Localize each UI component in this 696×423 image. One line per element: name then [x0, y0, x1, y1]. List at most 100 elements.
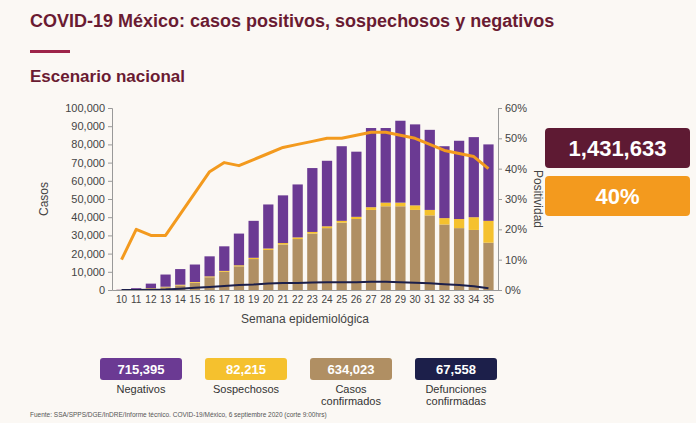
y-tick: 0 — [99, 284, 112, 296]
y-tick: 50,000 — [71, 193, 112, 205]
tick-label: 80,000 — [71, 138, 105, 150]
bar — [337, 221, 347, 223]
tick-label: 10 — [116, 294, 128, 305]
tick-mark — [108, 181, 112, 182]
tick-label: 20,000 — [71, 248, 105, 260]
tick-label: 31 — [424, 294, 436, 305]
bar — [175, 269, 185, 285]
legend-item: 67,558Defuncionesconfirmadas — [415, 358, 497, 407]
tick-mark — [498, 169, 502, 170]
bar — [278, 195, 288, 243]
bar — [483, 221, 493, 243]
legend-total: 634,023 — [328, 362, 375, 377]
legend-item: 715,395Negativos — [100, 358, 182, 395]
bar — [410, 205, 420, 210]
axis-line — [113, 290, 499, 291]
bar-series — [116, 121, 493, 290]
bar — [190, 265, 200, 282]
tick-mark — [108, 144, 112, 145]
y2-tick: 10% — [498, 254, 527, 266]
summary-label: 40% — [595, 184, 639, 209]
title: COVID-19 México: casos positivos, sospec… — [30, 11, 554, 31]
x-tick: 19 — [248, 294, 260, 305]
tick-label: 90,000 — [71, 120, 105, 132]
x-tick: 31 — [424, 294, 436, 305]
tick-label: 13 — [160, 294, 172, 305]
bar — [234, 266, 244, 290]
y-tick: 10,000 — [71, 266, 112, 278]
tick-label: 16 — [204, 294, 216, 305]
legend-box — [100, 358, 182, 380]
bar — [425, 215, 435, 290]
bar — [439, 218, 449, 224]
tick-label: 20% — [505, 223, 527, 235]
line — [122, 282, 489, 290]
bar — [337, 146, 347, 221]
bar — [395, 203, 405, 207]
summary-box — [545, 128, 690, 168]
y-tick: 70,000 — [71, 157, 112, 169]
bar — [395, 206, 405, 290]
x-tick: 32 — [439, 294, 451, 305]
bar — [425, 210, 435, 215]
accent-bar — [30, 50, 70, 53]
tick-mark — [498, 108, 502, 109]
x-tick: 12 — [145, 294, 157, 305]
background — [0, 0, 696, 423]
x-tick: 35 — [483, 294, 495, 305]
tick-label: 30% — [505, 193, 527, 205]
legend-total: 67,558 — [436, 362, 476, 377]
y-tick: 30,000 — [71, 229, 112, 241]
tick-label: 32 — [439, 294, 451, 305]
bar — [248, 221, 258, 258]
tick-label: 14 — [175, 294, 187, 305]
bar — [160, 275, 170, 287]
bar — [439, 224, 449, 290]
legend-box — [310, 358, 392, 380]
tick-label: 40,000 — [71, 211, 105, 223]
bar — [234, 234, 244, 266]
x-tick: 29 — [395, 294, 407, 305]
tick-label: 35 — [483, 294, 495, 305]
tick-label: 28 — [380, 294, 392, 305]
tick-mark — [498, 290, 502, 291]
source: Fuente: SSA/SPPS/DGE/InDRE/Informe técni… — [30, 411, 327, 419]
bar — [146, 284, 156, 288]
tick-mark — [108, 108, 112, 109]
bar — [263, 204, 273, 248]
y2-tick: 40% — [498, 163, 527, 175]
y-tick: 20,000 — [71, 248, 112, 260]
x-tick: 30 — [410, 294, 422, 305]
chart-root: COVID-19 México: casos positivos, sospec… — [0, 0, 696, 423]
bar — [381, 128, 391, 203]
bar — [469, 137, 479, 217]
bar — [204, 256, 214, 276]
legend-box — [205, 358, 287, 380]
tick-label: 21 — [277, 294, 289, 305]
x-tick: 18 — [233, 294, 245, 305]
x-tick: 17 — [219, 294, 231, 305]
tick-label: 100,000 — [65, 102, 105, 114]
tick-label: 19 — [248, 294, 260, 305]
x-tick: 14 — [175, 294, 187, 305]
x-tick: 26 — [351, 294, 363, 305]
tick-label: 17 — [219, 294, 231, 305]
tick-label: 40% — [505, 163, 527, 175]
x-tick: 13 — [160, 294, 172, 305]
tick-label: 33 — [454, 294, 466, 305]
y-tick: 100,000 — [65, 102, 112, 114]
y2-tick: 0% — [498, 284, 521, 296]
bar — [263, 249, 273, 250]
bar — [293, 184, 303, 237]
legend-label: Negativos — [117, 383, 166, 395]
bar — [469, 230, 479, 290]
x-tick: 16 — [204, 294, 216, 305]
bar-series — [116, 206, 493, 290]
y-tick: 60,000 — [71, 175, 112, 187]
y-axis-title: Casos — [37, 182, 51, 216]
tick-label: 50,000 — [71, 193, 105, 205]
bar — [322, 226, 332, 228]
tick-label: 25 — [336, 294, 348, 305]
tick-label: 60% — [505, 102, 527, 114]
bar — [234, 265, 244, 266]
